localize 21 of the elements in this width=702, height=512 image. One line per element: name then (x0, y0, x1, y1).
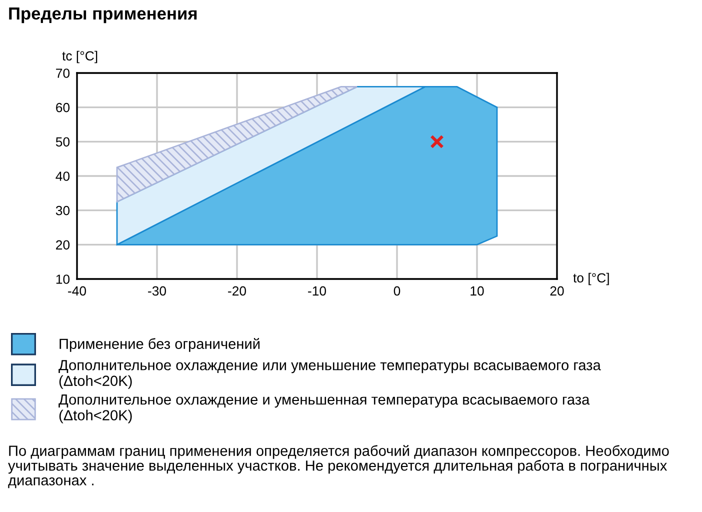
y-tick-label: 40 (56, 172, 70, 181)
y-tick-label: 50 (56, 137, 70, 147)
x-tick-label: 10 (470, 286, 484, 296)
x-axis-title: to [°C] (573, 272, 609, 286)
y-tick-label: 10 (56, 274, 70, 284)
x-tick-label: -30 (148, 286, 166, 296)
y-tick-label: 30 (56, 206, 70, 216)
text: По диаграммам границ применения определяется рабочий диапазон компрессоров. Необходимо учитывать значение выделенных участков. Не рекомендуется длительная работа в пограничных диапазонах . (8, 445, 669, 488)
x-tick-label: -40 (68, 286, 86, 296)
x-tick-label: -20 (228, 286, 246, 296)
x-tick-label: -10 (308, 286, 326, 296)
y-tick-label: 20 (56, 240, 70, 250)
y-axis-title: tc [°C] (62, 50, 98, 64)
y-tick-label: 60 (56, 102, 70, 112)
legend-label: Дополнительное охлаждение и уменьшенная температура всасываемого газа (Δtoh<20K) (58, 394, 590, 424)
x-tick-label: 20 (550, 286, 564, 296)
chart-title: Пределы применения (9, 8, 197, 24)
y-tick-label: 70 (56, 68, 70, 78)
legend-label: Дополнительное охлаждение или уменьшение температуры всасываемого газа (Δtoh<20K) (58, 360, 601, 389)
legend-label: Применение без ограничений (60, 338, 260, 352)
x-tick-label: 0 (394, 286, 400, 296)
